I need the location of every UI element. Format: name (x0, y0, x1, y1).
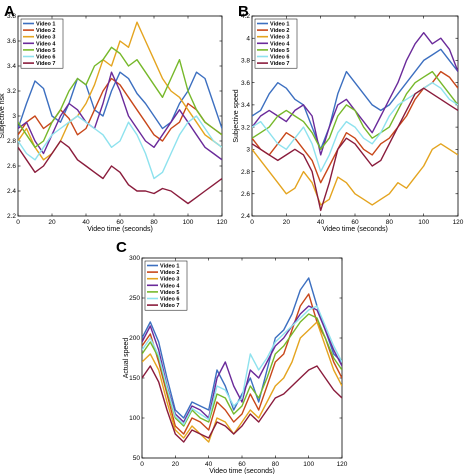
legend-label: Video 2 (160, 270, 179, 276)
series-line-video-1 (252, 48, 458, 151)
plot-area-c: 0 20 40 60 80 100 120 50 100 150 200 250 300 Video ti… (123, 255, 348, 474)
y-axis-label: Subjective speed (233, 89, 240, 142)
plot-area-b: 0 20 40 60 80 100 120 2.4 2.6 2.8 3 3.2 3.4 3.6 3.8 4 4.… (233, 13, 464, 233)
y-tick-label: 3.8 (241, 58, 250, 65)
series-line-video-3 (252, 143, 458, 206)
legend-label: Video 4 (36, 41, 56, 47)
y-tick-label: 2.2 (7, 213, 16, 220)
series-line-video-7 (18, 140, 222, 205)
series-line-video-5 (18, 46, 222, 149)
x-tick-label: 0 (16, 219, 20, 226)
series-line-video-5 (252, 70, 458, 151)
x-tick-label: 100 (183, 219, 194, 226)
legend-label: Video 1 (36, 22, 55, 28)
legend-label: Video 4 (270, 41, 290, 47)
y-tick-label: 3.4 (7, 63, 16, 70)
legend-label: Video 3 (36, 35, 55, 41)
series-line-video-3 (142, 321, 342, 443)
legend-label: Video 1 (160, 264, 179, 270)
legend-label: Video 5 (160, 290, 179, 296)
y-tick-label: 2.8 (241, 169, 250, 176)
x-axis-label: Video time (seconds) (322, 226, 388, 233)
panel-letter-b: B (238, 3, 249, 20)
panel-c: C 0 20 40 60 80 100 120 50 100 150 200 250 300 Video … (116, 239, 348, 474)
y-axis-label: Subjective risk (0, 93, 6, 139)
x-tick-label: 60 (116, 219, 124, 226)
y-tick-label: 2.4 (241, 213, 250, 220)
y-tick-label: 2.8 (7, 138, 16, 145)
series-line-video-5 (142, 313, 342, 427)
series-line-video-1 (142, 277, 342, 419)
x-tick-label: 80 (386, 219, 394, 226)
x-tick-label: 60 (351, 219, 359, 226)
y-tick-label: 4.2 (241, 13, 250, 20)
legend-label: Video 6 (36, 55, 55, 61)
y-tick-label: 3.8 (7, 13, 16, 20)
legend-label: Video 7 (270, 61, 289, 67)
x-tick-label: 120 (337, 461, 348, 468)
panel-letter-a: A (4, 3, 15, 20)
legend-label: Video 7 (160, 303, 179, 309)
y-tick-label: 2.6 (241, 191, 250, 198)
y-tick-label: 250 (129, 295, 140, 302)
legend-label: Video 3 (160, 277, 179, 283)
x-tick-label: 40 (82, 219, 90, 226)
legend-label: Video 6 (270, 55, 289, 61)
x-tick-label: 20 (283, 219, 291, 226)
y-tick-label: 3.4 (241, 102, 250, 109)
panel-b: B 0 20 40 60 80 100 120 2.4 2.6 2.8 3 3.2 3.4 3.6 3.8 4… (233, 3, 464, 233)
x-tick-label: 40 (205, 461, 213, 468)
y-tick-label: 2.6 (7, 163, 16, 170)
y-tick-label: 100 (129, 415, 140, 422)
series-line-video-7 (252, 87, 458, 212)
series-line-video-7 (142, 365, 342, 443)
legend-label: Video 4 (160, 283, 180, 289)
y-tick-label: 50 (133, 455, 141, 462)
x-tick-label: 60 (238, 461, 246, 468)
x-tick-label: 100 (418, 219, 429, 226)
x-tick-label: 80 (272, 461, 280, 468)
y-axis-label: Actual speed (123, 338, 130, 379)
legend-label: Video 5 (270, 48, 289, 54)
x-tick-label: 0 (250, 219, 254, 226)
legend-label: Video 3 (270, 35, 289, 41)
x-tick-label: 40 (317, 219, 325, 226)
panel-a: A 0 20 40 60 80 100 120 2.2 2.4 2.6 2.8 3 3.2 3.4 3.6 3… (0, 3, 228, 233)
y-tick-label: 300 (129, 255, 140, 262)
panel-letter-c: C (116, 239, 127, 256)
x-tick-label: 120 (217, 219, 228, 226)
series-line-video-6 (18, 115, 222, 180)
series-line-video-2 (142, 293, 342, 435)
y-tick-label: 2.4 (7, 188, 16, 195)
series-line-video-6 (142, 305, 342, 426)
y-tick-label: 3 (246, 147, 250, 154)
y-tick-label: 3.2 (241, 124, 250, 131)
legend-label: Video 6 (160, 297, 179, 303)
y-tick-label: 3.6 (7, 38, 16, 45)
x-tick-label: 0 (140, 461, 144, 468)
legend-box (20, 18, 64, 69)
x-tick-label: 20 (48, 219, 56, 226)
legend-label: Video 2 (36, 28, 55, 34)
x-axis-label: Video time (seconds) (87, 226, 153, 233)
y-tick-label: 4 (246, 35, 250, 42)
y-tick-label: 3.2 (7, 88, 16, 95)
x-tick-label: 80 (150, 219, 158, 226)
x-tick-label: 20 (172, 461, 180, 468)
legend-label: Video 2 (270, 28, 289, 34)
legend-label: Video 1 (270, 22, 289, 28)
x-tick-label: 100 (303, 461, 314, 468)
legend-label: Video 5 (36, 48, 55, 54)
plot-area-a: 0 20 40 60 80 100 120 2.2 2.4 2.6 2.8 3 3.2 3.4 3.6 3.8… (0, 13, 228, 233)
y-tick-label: 3 (12, 113, 16, 120)
y-tick-label: 200 (129, 335, 140, 342)
x-tick-label: 120 (453, 219, 464, 226)
legend-label: Video 7 (36, 61, 55, 67)
y-tick-label: 150 (129, 375, 140, 382)
y-tick-label: 3.6 (241, 80, 250, 87)
x-axis-label: Video time (seconds) (209, 468, 275, 474)
